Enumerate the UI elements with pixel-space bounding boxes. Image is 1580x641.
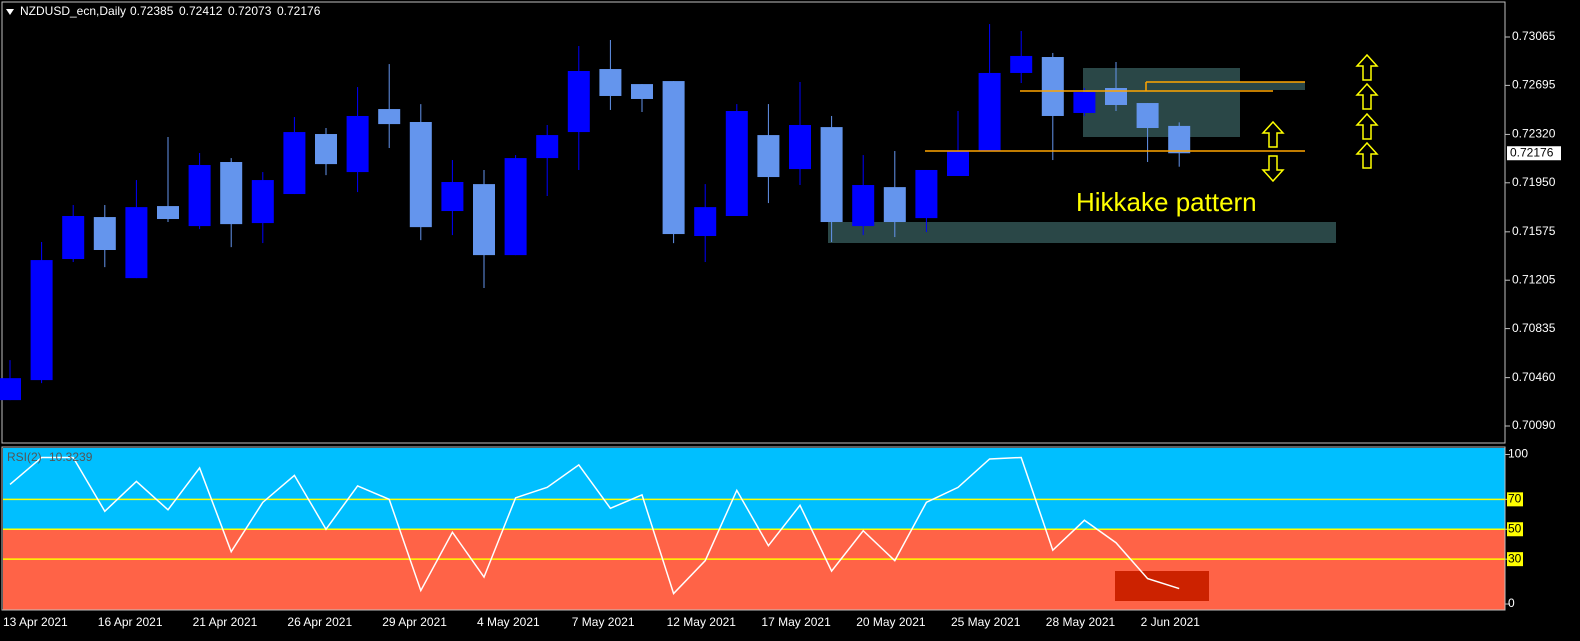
candle-body: [1168, 125, 1191, 154]
candle-body: [1136, 103, 1159, 129]
candle-body: [789, 125, 811, 170]
level-tag: [1507, 522, 1523, 537]
candle-body: [315, 134, 337, 165]
candle-body: [504, 158, 527, 256]
zone-box: [1240, 82, 1305, 90]
candle-body: [567, 71, 590, 133]
candle-body: [757, 135, 780, 178]
y-tick-label: 0.70090: [1512, 418, 1556, 432]
y-tick-label: 70: [1508, 492, 1522, 506]
candle-body: [536, 135, 559, 159]
rsi-value: 10.3239: [49, 450, 93, 464]
candle-body: [93, 217, 116, 251]
up-arrow: [1355, 141, 1379, 169]
y-tick-label: 0.70835: [1512, 321, 1556, 335]
level-tag: [1507, 552, 1523, 567]
up-arrow: [1355, 112, 1379, 140]
candle-body: [947, 151, 969, 176]
annotation: Hikkake pattern: [1076, 187, 1257, 217]
candle-body: [694, 207, 717, 237]
rsi-upper-zone: [3, 448, 1505, 530]
candle-body: [1105, 87, 1127, 105]
zone-box: [828, 222, 1336, 243]
price-tag: [1507, 146, 1561, 161]
y-tick-label: 0.72695: [1512, 78, 1556, 92]
rsi-lower-zone: [3, 529, 1505, 610]
candle-body: [62, 216, 85, 260]
y-tick-label: 30: [1508, 551, 1522, 565]
y-tick-label: 0.72320: [1512, 127, 1556, 141]
candle-body: [915, 169, 938, 219]
y-tick-label: 100: [1508, 447, 1528, 461]
x-tick-label: 17 May 2021: [761, 615, 831, 629]
x-tick-label: 13 Apr 2021: [3, 615, 68, 629]
candle-body: [125, 207, 148, 279]
candle-body: [30, 260, 53, 381]
candle-body: [188, 165, 211, 227]
candle-body: [441, 182, 464, 212]
candle-body: [883, 187, 906, 223]
candle-body: [1041, 57, 1064, 116]
candle-body: [283, 132, 306, 195]
ohlc-close: 0.72176: [277, 4, 321, 18]
candle-body: [820, 127, 843, 223]
up-arrow: [1355, 53, 1379, 81]
menu-triangle: [6, 9, 14, 15]
candle-body: [852, 185, 875, 227]
down-arrow: [1261, 155, 1285, 183]
candle-body: [631, 84, 653, 99]
y-tick-label: 0.73065: [1512, 29, 1556, 43]
x-tick-label: 29 Apr 2021: [382, 615, 447, 629]
candle-body: [378, 109, 401, 125]
y-tick-label: 0.71950: [1512, 175, 1556, 189]
rsi-title: RSI(2): [7, 450, 42, 464]
rsi-highlight: [1115, 571, 1209, 601]
x-tick-label: 26 Apr 2021: [287, 615, 352, 629]
x-tick-label: 16 Apr 2021: [98, 615, 163, 629]
up-arrow: [1355, 82, 1379, 110]
candle-body: [599, 69, 622, 96]
candle-body: [978, 72, 1001, 152]
candle-body: [0, 378, 21, 401]
level-tag: [1507, 492, 1523, 507]
candle-body: [662, 81, 685, 235]
candle-body: [1073, 92, 1096, 113]
candle-body: [157, 206, 179, 220]
y-tick-label: 50: [1508, 521, 1522, 535]
x-tick-label: 28 May 2021: [1046, 615, 1116, 629]
up-arrow: [1261, 120, 1285, 148]
x-tick-label: 4 May 2021: [477, 615, 540, 629]
x-tick-label: 12 May 2021: [667, 615, 737, 629]
candle-body: [220, 162, 243, 225]
candle-body: [473, 184, 495, 256]
x-tick-label: 20 May 2021: [856, 615, 926, 629]
price-tag-label: 0.72176: [1510, 145, 1554, 159]
x-tick-label: 25 May 2021: [951, 615, 1021, 629]
x-tick-label: 7 May 2021: [572, 615, 635, 629]
candle-body: [346, 115, 369, 173]
ohlc-high: 0.72412: [179, 4, 223, 18]
y-tick-label: 0.71205: [1512, 272, 1556, 286]
price-panel-frame: [1, 1, 1506, 444]
rsi-line: [9, 456, 1180, 595]
x-tick-label: 2 Jun 2021: [1141, 615, 1201, 629]
y-tick-label: 0.70460: [1512, 370, 1556, 384]
ohlc-open: 0.72385: [130, 4, 174, 18]
x-tick-label: 21 Apr 2021: [193, 615, 258, 629]
y-tick-label: 0.71575: [1512, 224, 1556, 238]
candle-body: [251, 180, 274, 224]
candle-body: [409, 121, 432, 228]
chart-title: NZDUSD_ecn,Daily: [20, 4, 126, 18]
candle-body: [725, 111, 748, 217]
candle-body: [1010, 55, 1033, 73]
y-tick-label: 0: [1508, 596, 1515, 610]
ohlc-low: 0.72073: [228, 4, 272, 18]
